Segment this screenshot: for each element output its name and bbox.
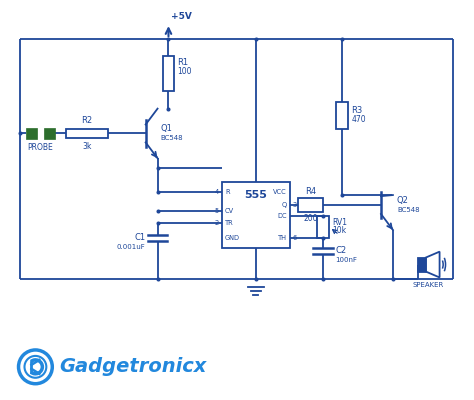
Text: TH: TH [278,235,287,241]
Text: 100: 100 [177,67,192,76]
Text: 5: 5 [215,208,219,214]
Bar [26,128,37,139]
Text: Q2: Q2 [397,196,409,204]
Text: 100nF: 100nF [335,256,357,262]
Bar [44,128,55,139]
Text: 6: 6 [292,235,297,241]
Text: Q1: Q1 [161,124,173,133]
Text: R2: R2 [82,116,92,124]
Text: DC: DC [277,213,287,219]
Text: 10k: 10k [332,226,346,236]
Text: R4: R4 [305,187,316,196]
Text: VCC: VCC [273,189,287,195]
Text: BC548: BC548 [161,136,183,142]
Text: GND: GND [225,235,240,241]
Text: PROBE: PROBE [27,143,53,152]
Text: 200: 200 [303,214,318,223]
Bar [318,216,329,238]
Bar [222,182,290,248]
Text: R: R [225,189,230,195]
Text: 3: 3 [292,202,297,208]
Text: R1: R1 [177,58,189,67]
Text: 0.001uF: 0.001uF [117,244,146,250]
Text: C2: C2 [335,246,346,255]
Text: 3k: 3k [82,142,92,152]
Bar [337,102,348,130]
Bar [418,258,426,272]
Text: R3: R3 [351,106,363,115]
Text: 4: 4 [215,189,219,195]
Text: SPEAKER: SPEAKER [412,282,443,288]
Text: RV1: RV1 [332,218,347,228]
Text: 2: 2 [215,220,219,226]
Text: +5V: +5V [172,12,192,21]
Text: Q: Q [282,202,287,208]
Text: 470: 470 [351,114,366,124]
Text: 555: 555 [245,190,267,200]
Bar [298,198,323,212]
Bar [66,128,108,138]
Text: CV: CV [225,208,234,214]
Text: Gadgetronicx: Gadgetronicx [59,357,207,376]
Text: C1: C1 [135,233,146,242]
Bar [163,56,174,91]
Text: BC548: BC548 [397,207,419,213]
Text: TR: TR [225,220,234,226]
